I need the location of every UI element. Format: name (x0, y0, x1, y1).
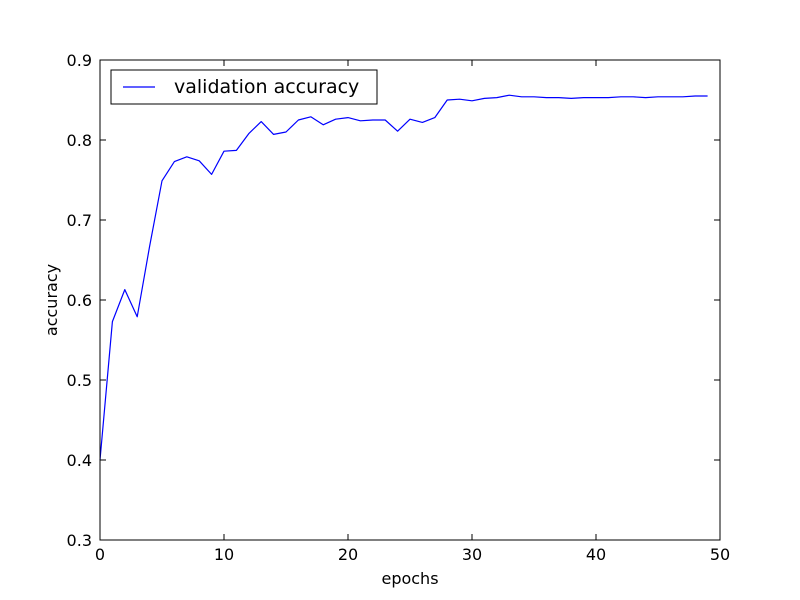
y-tick-label: 0.5 (67, 371, 92, 390)
x-tick-label: 10 (214, 545, 234, 564)
y-tick-label: 0.9 (67, 51, 92, 70)
tick-labels: 0 10 20 30 40 50 0.3 0.4 0.5 0.6 0.7 0.8 0.9 (67, 51, 731, 564)
legend: validation accuracy (110, 69, 378, 105)
legend-label: validation accuracy (174, 76, 359, 98)
legend-box (110, 69, 378, 105)
x-tick-label: 20 (338, 545, 358, 564)
y-tick-label: 0.3 (67, 531, 92, 550)
y-tick-label: 0.8 (67, 131, 92, 150)
x-axis-label: epochs (381, 569, 438, 588)
y-tick-label: 0.4 (67, 451, 92, 470)
y-axis-label: accuracy (42, 264, 61, 336)
x-tick-label: 40 (586, 545, 606, 564)
x-tick-label: 0 (95, 545, 105, 564)
series-layer (99, 94, 708, 461)
y-tick-label: 0.7 (67, 211, 92, 230)
x-tick-label: 30 (462, 545, 482, 564)
plot-area-frame (99, 59, 721, 541)
series-line-validation-accuracy (99, 94, 708, 461)
y-tick-label: 0.6 (67, 291, 92, 310)
x-tick-label: 50 (710, 545, 730, 564)
